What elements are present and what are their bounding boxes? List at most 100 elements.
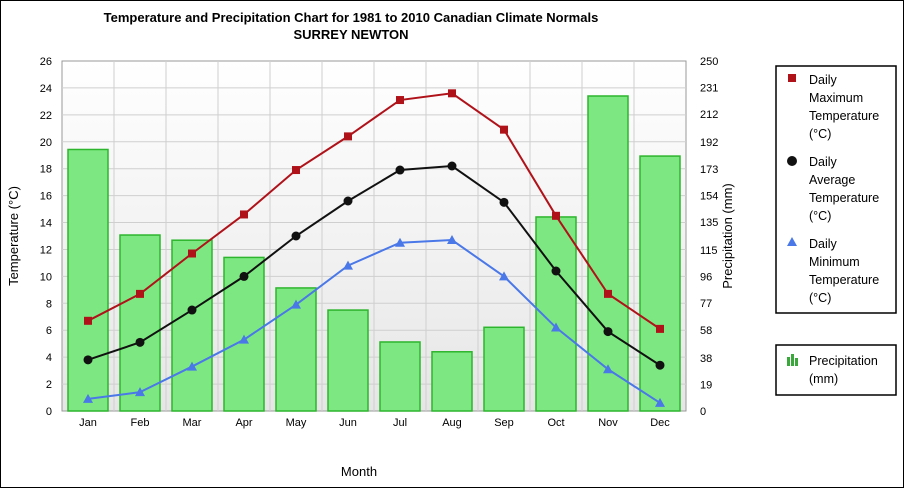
max-temp-point <box>84 316 92 325</box>
min-temp-point <box>447 235 457 245</box>
right-tick-label: 115 <box>700 245 718 257</box>
precipitation-bar <box>171 239 213 412</box>
left-tick-label: 24 <box>40 83 52 95</box>
max-temp-point <box>656 324 664 333</box>
legend-precip-line-1: Precipitation <box>809 354 878 368</box>
right-tick-label: 19 <box>700 379 712 391</box>
temperature-series-line <box>87 164 661 367</box>
legend-avg-line-4: (°C) <box>809 209 831 223</box>
min-temp-point <box>187 361 197 371</box>
min-temp-point <box>291 299 301 309</box>
max-temp-point <box>136 289 144 298</box>
precipitation-bar <box>327 309 369 412</box>
x-axis-ticks: Jan Feb Mar Apr May Jun Jul Aug Sep Oct Nov Dec <box>79 417 670 429</box>
max-temp-point <box>240 210 248 219</box>
left-tick-label: 22 <box>40 110 52 122</box>
precipitation-bar <box>639 155 681 412</box>
month-tick-label: Nov <box>598 417 618 429</box>
y-axis-right-label: Precipitation (mm) <box>720 183 735 288</box>
right-tick-label: 192 <box>700 137 718 149</box>
min-temp-point <box>83 393 93 403</box>
max-temp-point <box>292 166 300 175</box>
min-temp-point <box>655 397 665 407</box>
right-tick-label: 250 <box>700 56 718 68</box>
avg-temp-point <box>291 231 301 241</box>
precipitation-bar <box>431 351 473 412</box>
legend-label-min: Daily Minimum Temperature (°C) <box>809 237 883 305</box>
legend-avg-line-3: Temperature <box>809 191 879 205</box>
legend-max-line-3: Temperature <box>809 109 879 123</box>
month-tick-label: Jan <box>79 417 97 429</box>
left-tick-label: 6 <box>46 325 52 337</box>
precipitation-bar <box>67 148 109 412</box>
left-tick-label: 20 <box>40 137 52 149</box>
left-tick-label: 16 <box>40 191 52 203</box>
avg-temp-point <box>551 266 561 276</box>
right-tick-label: 173 <box>700 164 718 176</box>
x-axis-label: Month <box>341 464 377 479</box>
legend-item-avg: Daily Average Temperature (°C) <box>787 155 883 223</box>
legend-precipitation-box <box>775 344 897 396</box>
left-tick-label: 4 <box>46 352 52 364</box>
right-tick-label: 58 <box>700 325 712 337</box>
legend-item-max: Daily Maximum Temperature (°C) <box>788 73 883 141</box>
legend-max-line-1: Daily <box>809 73 838 87</box>
left-tick-label: 14 <box>40 218 52 230</box>
precipitation-bar <box>223 256 265 412</box>
left-tick-label: 0 <box>46 406 52 418</box>
legend-square-marker-icon <box>788 74 796 82</box>
legend-max-line-4: (°C) <box>809 127 831 141</box>
y-axis-left-label: Temperature (°C) <box>6 186 21 286</box>
avg-temp-point <box>343 196 353 206</box>
left-tick-label: 10 <box>40 271 52 283</box>
legend-item-min: Daily Minimum Temperature (°C) <box>787 237 883 305</box>
month-tick-label: Apr <box>235 417 252 429</box>
bar-chart-icon <box>787 354 798 366</box>
min-temp-point <box>499 271 509 281</box>
bar-icon-part <box>795 358 798 366</box>
legend-circle-marker-icon <box>787 156 797 166</box>
avg-temp-point <box>655 360 665 370</box>
legend-min-line-2: Minimum <box>809 255 860 269</box>
legend-label-max: Daily Maximum Temperature (°C) <box>809 73 883 141</box>
max-temp-point <box>552 211 560 220</box>
avg-temp-point <box>135 337 145 347</box>
right-tick-label: 231 <box>700 83 718 95</box>
chart-subtitle: SURREY NEWTON <box>293 27 408 42</box>
precipitation-bar <box>587 95 629 412</box>
legend-avg-line-1: Daily <box>809 155 838 169</box>
month-tick-label: Jul <box>393 417 407 429</box>
min-temp-point <box>603 364 613 374</box>
month-tick-label: May <box>286 417 307 429</box>
avg-temp-point <box>603 327 613 337</box>
max-temp-point <box>604 289 612 298</box>
precipitation-bar <box>483 326 525 412</box>
max-temp-point <box>344 132 352 141</box>
legend-label-avg: Daily Average Temperature (°C) <box>809 155 883 223</box>
temperature-series-line <box>87 239 661 404</box>
grid-lines <box>62 61 686 411</box>
month-tick-label: Dec <box>650 417 670 429</box>
bar-icon-part <box>787 357 790 366</box>
avg-temp-point <box>395 165 405 175</box>
min-temp-point <box>551 322 561 332</box>
temperature-series-line <box>87 92 661 330</box>
max-temp-point <box>448 89 456 98</box>
right-tick-label: 96 <box>700 272 712 284</box>
min-temp-point <box>343 260 353 270</box>
temperature-lines <box>83 89 665 407</box>
right-tick-label: 154 <box>700 190 718 202</box>
avg-temp-point <box>187 305 197 315</box>
avg-temp-point <box>83 355 93 365</box>
avg-temp-point <box>499 197 509 207</box>
left-tick-label: 12 <box>40 244 52 256</box>
min-temp-point <box>239 334 249 344</box>
right-tick-label: 0 <box>700 406 706 418</box>
legend-label-precip: Precipitation (mm) <box>809 354 881 386</box>
legend-min-line-4: (°C) <box>809 291 831 305</box>
min-temp-point <box>135 387 145 397</box>
right-tick-label: 135 <box>700 217 718 229</box>
precipitation-bar <box>119 234 161 412</box>
left-tick-label: 2 <box>46 379 52 391</box>
